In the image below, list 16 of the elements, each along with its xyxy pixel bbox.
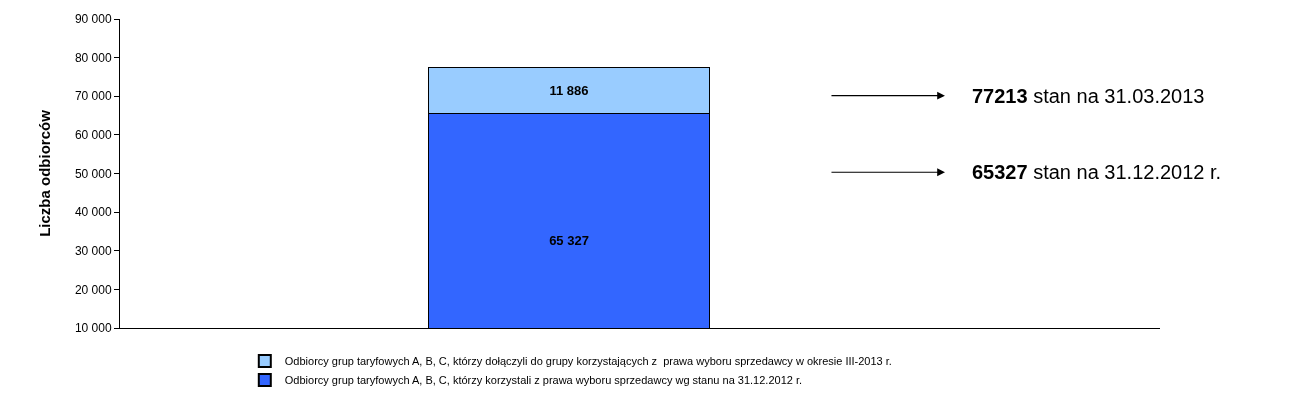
y-tick-label: 40 000 xyxy=(74,205,112,220)
y-tick-label: 60 000 xyxy=(74,128,112,143)
legend-label: Odbiorcy grup taryfowych A, B, C, którzy korzystali z prawa wyboru sprzedawcy wg stanu na 31.12.2012 r. xyxy=(284,374,803,387)
y-axis-title: Liczba odbiorców xyxy=(36,109,54,237)
annotation: 65327 stan na 31.12.2012 r. xyxy=(972,161,1222,183)
y-tick-label: 70 000 xyxy=(74,89,112,104)
data-label: 65 327 xyxy=(549,232,589,248)
legend-label: Odbiorcy grup taryfowych A, B, C, którzy dołączyli do grupy korzystających z prawa wyboru sprzedawcy w okresie III-2013 r. xyxy=(284,355,892,368)
y-tick-label: 30 000 xyxy=(74,243,112,258)
y-tick-label: 10 000 xyxy=(74,321,112,336)
y-tick-label: 50 000 xyxy=(74,166,112,181)
data-label: 11 886 xyxy=(549,83,589,98)
annotation: 77213 stan na 31.03.2013 xyxy=(972,85,1205,107)
y-tick-label: 80 000 xyxy=(74,50,112,65)
y-tick-label: 20 000 xyxy=(74,282,112,297)
y-tick-label: 90 000 xyxy=(74,12,112,27)
